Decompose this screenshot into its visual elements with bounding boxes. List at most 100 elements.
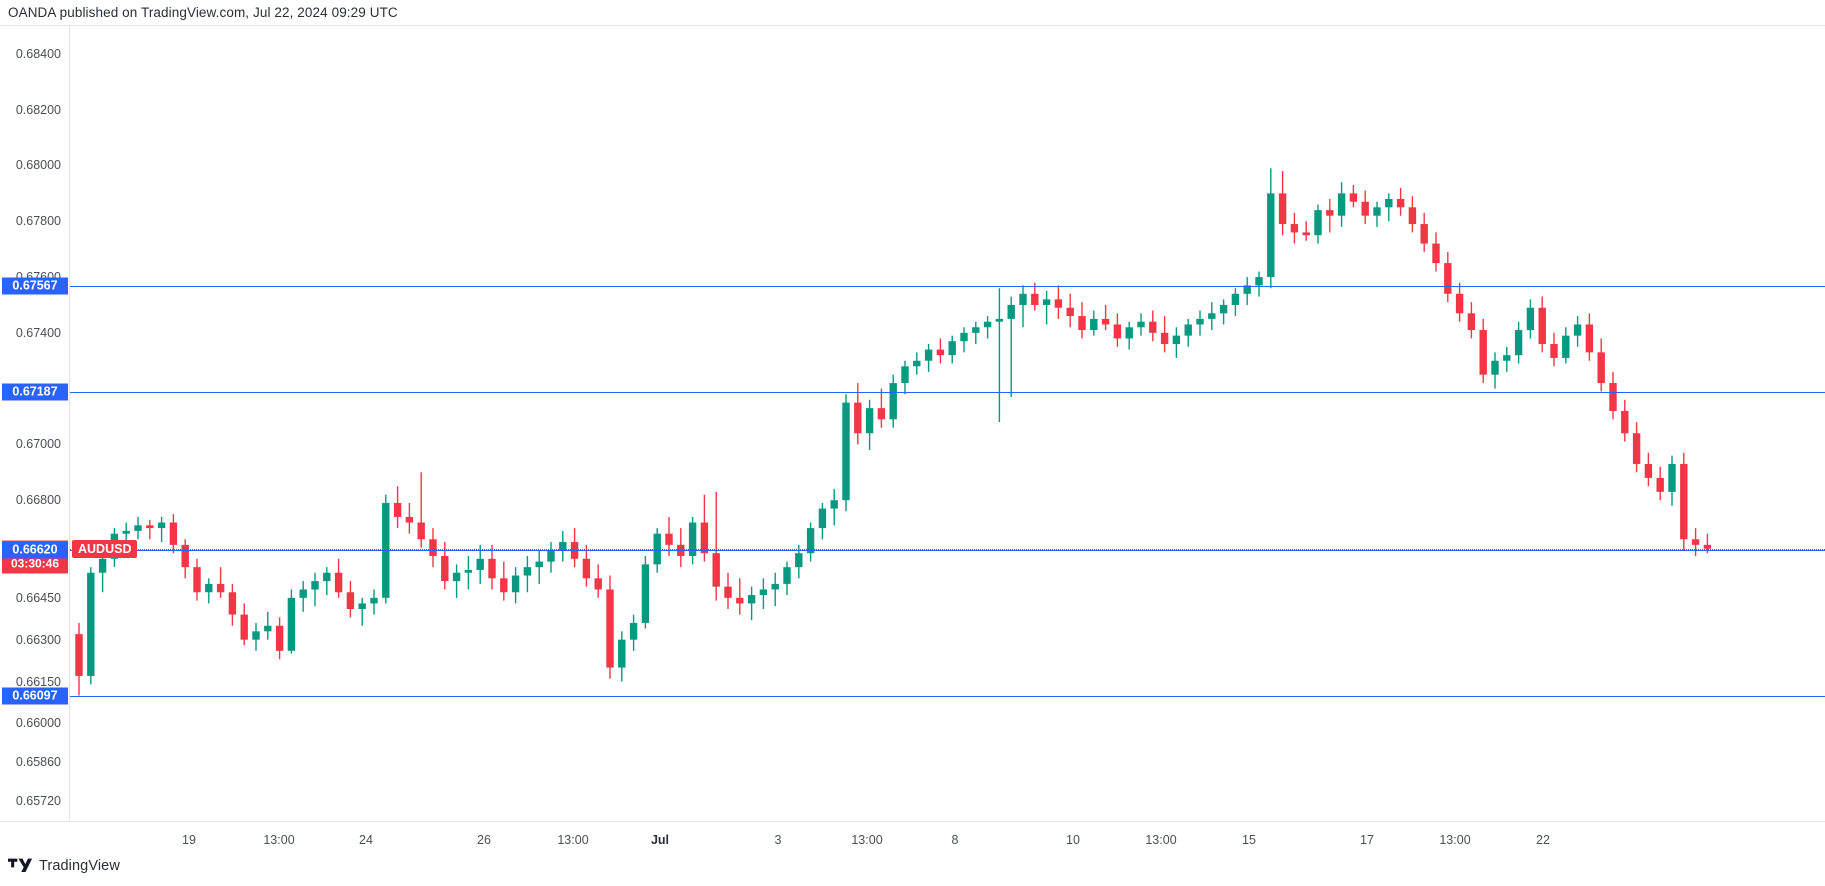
time-tick: 17 <box>1360 833 1374 847</box>
chart-plot-area[interactable]: AUDUSD <box>70 26 1825 821</box>
candle-body <box>75 634 83 676</box>
candle-body <box>1420 224 1428 244</box>
candle-body <box>1326 210 1334 216</box>
candle-body <box>98 558 107 573</box>
candle-body <box>1432 243 1440 264</box>
price-tick: 0.65860 <box>15 755 61 770</box>
time-tick: 13:00 <box>1145 833 1177 847</box>
candle-body <box>464 569 473 573</box>
time-axis[interactable]: 19 13:00 24 26 13:00 Jul 3 13:00 8 10 13:00 15 17 13:… <box>0 821 1825 857</box>
candle-body <box>122 530 130 534</box>
price-tick: 0.66000 <box>15 716 61 731</box>
price-level-line[interactable] <box>70 548 1825 550</box>
candle-body <box>216 583 225 593</box>
price-tick: 0.66450 <box>15 590 61 605</box>
candle-body <box>818 508 827 529</box>
price-axis[interactable]: 0.684000.682000.680000.678000.676000.674… <box>0 26 70 821</box>
candle-body <box>1585 324 1594 353</box>
candle-body <box>1054 299 1063 308</box>
candle-body <box>1125 327 1133 339</box>
candle-body <box>1172 335 1181 344</box>
candle-body <box>323 572 331 582</box>
price-level-badge[interactable]: 0.67187 <box>2 383 68 401</box>
badge-price: 0.67567 <box>12 278 58 293</box>
candle-body <box>146 525 154 529</box>
time-tick: 13:00 <box>263 833 295 847</box>
candle-body <box>1349 193 1358 202</box>
candle-body <box>346 592 355 609</box>
candle-body <box>1208 313 1216 319</box>
bar-countdown: 03:30:46 <box>10 556 60 571</box>
candle-body <box>618 639 626 668</box>
candle-body <box>1668 463 1676 492</box>
candle-body <box>1396 198 1405 208</box>
tradingview-footer[interactable]: TradingView <box>8 858 120 874</box>
candle-body <box>724 586 732 598</box>
time-tick: 22 <box>1536 833 1550 847</box>
badge-price: 0.66620 <box>12 542 58 557</box>
time-tick: 26 <box>477 833 491 847</box>
candle-body <box>452 572 461 582</box>
candle-body <box>1680 463 1688 540</box>
candle-body <box>1007 304 1015 319</box>
price-level-line[interactable] <box>70 286 1825 288</box>
candle-body <box>228 592 237 615</box>
candle-body <box>665 533 673 545</box>
candle-body <box>1031 293 1039 305</box>
time-tick: Jul <box>650 833 670 847</box>
candle-body <box>488 558 496 579</box>
candle-body <box>1196 318 1204 325</box>
candle-body <box>771 583 779 590</box>
candle-body <box>311 581 319 590</box>
candle-body <box>1550 344 1558 358</box>
series-tag-audusd[interactable]: AUDUSD <box>72 539 138 558</box>
candle-body <box>913 360 921 367</box>
badge-price: 0.67187 <box>12 384 58 399</box>
candle-body <box>1467 313 1476 331</box>
candle-body <box>1491 360 1499 375</box>
tradingview-brand: TradingView <box>39 858 120 874</box>
price-level-badge[interactable]: 0.66097 <box>2 687 68 705</box>
candle-body <box>1562 335 1570 358</box>
candle-body <box>193 567 201 593</box>
candle-body <box>1408 207 1417 225</box>
candle-body <box>806 528 815 554</box>
publisher-line: OANDA published on TradingView.com, Jul … <box>8 5 398 20</box>
candle-body <box>582 558 591 579</box>
candle-body <box>264 625 272 632</box>
price-level-badge[interactable]: 0.66620 <box>2 541 68 559</box>
candle-body <box>370 597 378 604</box>
time-tick: 10 <box>1066 833 1080 847</box>
candle-body <box>995 318 1004 322</box>
candle-body <box>1703 544 1712 549</box>
candle-body <box>960 332 968 342</box>
candle-body <box>629 622 638 640</box>
candle-body <box>1243 285 1251 294</box>
candle-body <box>854 402 862 434</box>
candle-body <box>936 349 945 356</box>
candle-body <box>1691 539 1700 545</box>
candle-body <box>948 341 956 356</box>
candle-body <box>924 349 933 361</box>
price-level-badge[interactable]: 0.67567 <box>2 277 68 295</box>
candle-body <box>358 603 366 609</box>
candle-body <box>1090 318 1098 331</box>
time-tick: 24 <box>359 833 373 847</box>
candle-body <box>783 567 791 584</box>
price-level-line[interactable] <box>70 392 1825 394</box>
price-tick: 0.65720 <box>15 794 61 809</box>
candle-body <box>1455 293 1464 314</box>
price-tick: 0.67000 <box>15 437 61 452</box>
price-tick: 0.67400 <box>15 325 61 340</box>
candle-body <box>535 561 543 568</box>
candle-body <box>1526 307 1535 331</box>
candle-body <box>169 522 178 545</box>
price-tick: 0.66800 <box>15 493 61 508</box>
candle-body <box>87 572 95 676</box>
price-level-line[interactable] <box>70 550 1825 552</box>
candle-body <box>759 589 768 596</box>
price-level-line[interactable] <box>70 696 1825 698</box>
candle-body <box>1137 321 1145 328</box>
candle-body <box>747 595 756 604</box>
